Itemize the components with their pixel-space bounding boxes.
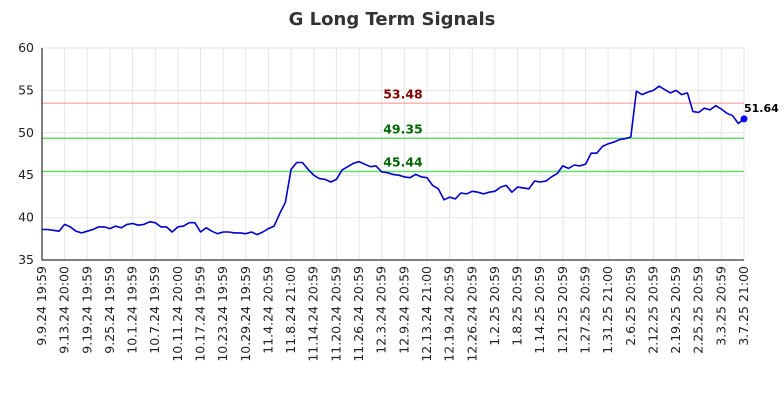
x-tick-label: 3.7.25 21:00 bbox=[736, 266, 751, 346]
y-tick-label: 60 bbox=[18, 40, 34, 55]
y-tick-label: 55 bbox=[18, 82, 34, 97]
x-tick-label: 2.6.25 20:59 bbox=[623, 266, 638, 346]
reference-line-label: 49.35 bbox=[383, 121, 423, 136]
last-point-marker bbox=[740, 115, 748, 123]
series-line bbox=[42, 85, 745, 236]
y-tick-label: 40 bbox=[18, 210, 34, 225]
x-tick-label: 2.19.25 20:59 bbox=[668, 266, 683, 354]
x-tick-label: 12.13.24 21:00 bbox=[419, 266, 434, 362]
x-tick-label: 10.7.24 19:59 bbox=[147, 266, 162, 354]
x-axis: 9.9.24 19:59 9.13.24 20:00 9.19.24 19:59 9.… bbox=[34, 259, 751, 362]
x-tick-label: 11.8.24 21:00 bbox=[283, 266, 298, 354]
grid bbox=[41, 47, 745, 261]
x-tick-label: 1.27.25 20:59 bbox=[577, 266, 592, 354]
x-tick-label: 3.3.25 20:59 bbox=[713, 266, 728, 346]
x-tick-label: 9.19.24 19:59 bbox=[79, 266, 94, 354]
x-tick-label: 9.25.24 19:59 bbox=[102, 266, 117, 354]
y-axis: 35 40 45 50 55 60 bbox=[18, 40, 43, 267]
x-tick-label: 12.3.24 20:59 bbox=[374, 266, 389, 354]
x-tick-label: 10.1.24 19:59 bbox=[125, 266, 140, 354]
x-tick-label: 2.12.25 20:59 bbox=[645, 266, 660, 354]
x-tick-label: 1.31.25 21:00 bbox=[600, 266, 615, 354]
x-tick-label: 12.26.24 20:59 bbox=[464, 266, 479, 362]
chart-title: G Long Term Signals bbox=[289, 9, 496, 30]
reference-line-label: 53.48 bbox=[383, 86, 423, 101]
reference-line-label: 45.44 bbox=[383, 154, 423, 169]
x-tick-label: 10.29.24 19:59 bbox=[238, 266, 253, 362]
x-tick-label: 9.9.24 19:59 bbox=[34, 266, 49, 346]
x-tick-label: 1.8.25 20:59 bbox=[510, 266, 525, 346]
x-tick-label: 10.17.24 19:59 bbox=[193, 266, 208, 362]
x-tick-label: 9.13.24 20:00 bbox=[57, 266, 72, 354]
price-series: 51.64 bbox=[42, 85, 779, 236]
y-tick-label: 45 bbox=[18, 167, 34, 182]
x-tick-label: 10.23.24 19:59 bbox=[215, 266, 230, 362]
x-tick-label: 10.11.24 20:00 bbox=[170, 266, 185, 362]
x-tick-label: 11.20.24 20:59 bbox=[328, 266, 343, 362]
reference-lines: 53.48 49.35 45.44 bbox=[42, 86, 744, 173]
x-tick-label: 11.4.24 20:59 bbox=[260, 266, 275, 354]
x-tick-label: 1.21.25 20:59 bbox=[555, 266, 570, 354]
x-tick-label: 1.14.25 20:59 bbox=[532, 266, 547, 354]
y-tick-label: 50 bbox=[18, 125, 34, 140]
last-value-label: 51.64 bbox=[744, 102, 779, 115]
x-tick-label: 11.14.24 20:59 bbox=[306, 266, 321, 362]
x-tick-label: 1.2.25 20:59 bbox=[487, 266, 502, 346]
x-tick-label: 12.9.24 20:59 bbox=[396, 266, 411, 354]
x-tick-label: 11.26.24 20:59 bbox=[351, 266, 366, 362]
x-tick-label: 12.19.24 20:59 bbox=[442, 266, 457, 362]
y-tick-label: 35 bbox=[18, 252, 34, 267]
x-tick-label: 2.25.25 20:59 bbox=[691, 266, 706, 354]
